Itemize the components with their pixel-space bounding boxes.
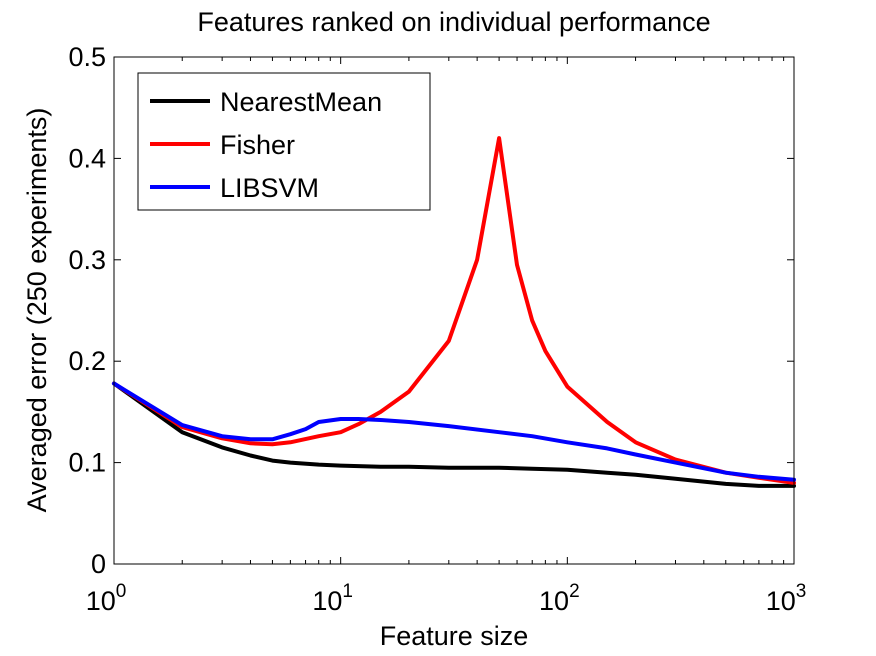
series-line-nearestmean (112, 381, 796, 488)
chart-title: Features ranked on individual performanc… (197, 7, 710, 37)
x-tick-exponent: 3 (796, 581, 807, 602)
series-line-fisher (112, 136, 796, 485)
x-tick-exponent: 2 (569, 581, 580, 602)
x-tick-label: 103 (766, 581, 807, 616)
legend-label-nearestmean: NearestMean (220, 87, 382, 117)
series-line-libsvm (112, 381, 796, 482)
x-tick-exponent: 1 (342, 581, 353, 602)
legend: NearestMean Fisher LIBSVM (137, 72, 431, 211)
x-tick-base: 10 (539, 586, 569, 616)
x-tick-base: 10 (766, 586, 796, 616)
x-axis-label: Feature size (380, 621, 529, 651)
y-tick-label: 0.3 (68, 245, 106, 275)
x-tick-label: 100 (86, 581, 127, 616)
y-axis-label: Averaged error (250 experiments) (22, 108, 52, 513)
legend-label-libsvm: LIBSVM (220, 173, 319, 203)
plot-area (113, 56, 795, 565)
y-tick-label: 0.1 (68, 448, 106, 478)
y-tick-label: 0.5 (68, 42, 106, 72)
x-tick-base: 10 (86, 586, 116, 616)
legend-label-fisher: Fisher (220, 130, 295, 160)
x-tick-label: 101 (312, 581, 353, 616)
y-tick-label: 0 (91, 549, 106, 579)
x-tick-base: 10 (312, 586, 342, 616)
y-tick-label: 0.2 (68, 346, 106, 376)
x-tick-exponent: 0 (116, 581, 127, 602)
series-layer (112, 136, 796, 488)
y-tick-label: 0.4 (68, 143, 106, 173)
x-tick-label: 102 (539, 581, 580, 616)
